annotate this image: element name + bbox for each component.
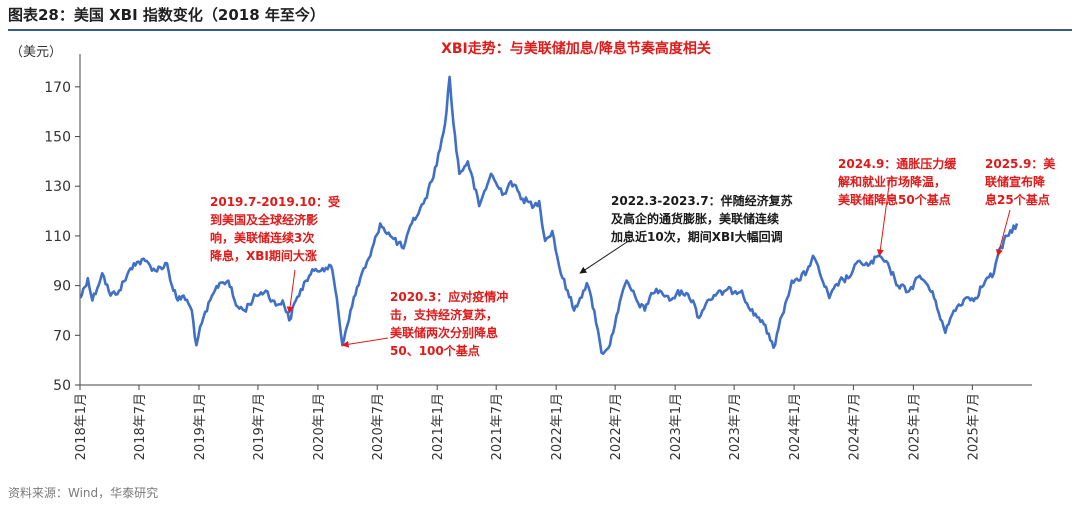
x-tick-label: 2020年7月 — [371, 393, 386, 460]
x-tick-label: 2025年1月 — [907, 393, 922, 460]
annotation-line: 加息近10次，期间XBI大幅回调 — [611, 230, 783, 244]
annotation-line: 联储宣布降 — [985, 175, 1046, 189]
y-axis-label: （美元） — [10, 45, 62, 60]
x-tick-label: 2018年7月 — [133, 393, 148, 460]
annotation-2025-rate-cut: 2025.9：美 联储宣布降息25个基点 — [985, 155, 1055, 209]
annotation-line: 到美国及全球经济影 — [210, 213, 319, 227]
annotation-line: 50、100个基点 — [390, 344, 480, 358]
x-tick-label: 2025年7月 — [966, 393, 981, 460]
annotation-arrow — [286, 269, 296, 314]
annotation-line: 2024.9：通胀压力缓 — [838, 157, 957, 171]
source-note: 资料来源：Wind，华泰研究 — [8, 486, 159, 500]
y-tick-label: 130 — [44, 179, 71, 195]
annotation-line: 降息，XBI期间大涨 — [210, 249, 317, 263]
y-tick-label: 110 — [44, 229, 71, 245]
x-tick-label: 2024年7月 — [847, 393, 862, 460]
annotation-2020-covid-cuts: 2020.3：应对疫情冲 击，支持经济复苏， 美联储两次分别降息 50、100个基点 — [390, 288, 508, 360]
annotation-arrow — [341, 337, 389, 348]
annotation-arrow — [579, 239, 631, 274]
annotation-2019-rate-cuts: 2019.7-2019.10：受 到美国及全球经济影 响，美联储连续3次 降息，XBI… — [210, 193, 340, 265]
x-tick-label: 2021年7月 — [490, 393, 505, 460]
y-tick-label: 70 — [53, 328, 71, 344]
annotation-line: 响，美联储连续3次 — [210, 231, 315, 245]
annotation-line: 2025.9：美 — [985, 157, 1056, 171]
xbi-line-chart: XBI走势：与美联储加息/降息节奏高度相关 （美元） 50 70 90 110 130 1… — [10, 40, 1032, 460]
x-tick-label: 2021年1月 — [431, 393, 446, 460]
x-tick-label: 2022年1月 — [550, 393, 565, 460]
annotation-arrows — [286, 177, 1011, 348]
annotation-line: 美联储降息50个基点 — [838, 193, 951, 207]
y-tick-label: 50 — [53, 378, 71, 394]
y-axis: 50 70 90 110 130 150 170 — [44, 54, 81, 394]
x-tick-label: 2024年1月 — [788, 393, 803, 460]
annotation-arrow — [996, 209, 1011, 257]
annotation-arrow — [876, 177, 891, 257]
x-tick-label: 2018年1月 — [74, 393, 89, 460]
xbi-series-line — [79, 75, 1019, 355]
figure-title: 图表28：美国 XBI 指数变化（2018 年至今） — [8, 6, 325, 24]
annotation-2022-rate-hikes: 2022.3-2023.7：伴随经济复苏 及高企的通货膨胀，美联储连续 加息近10次… — [611, 192, 793, 246]
annotation-2024-rate-cut: 2024.9：通胀压力缓 解和就业市场降温， 美联储降息50个基点 — [838, 155, 956, 209]
annotation-line: 美联储两次分别降息 — [390, 326, 499, 340]
annotation-line: 2019.7-2019.10：受 — [210, 195, 340, 209]
annotation-line: 2020.3：应对疫情冲 — [390, 290, 509, 304]
y-tick-label: 170 — [44, 80, 71, 96]
annotation-line: 击，支持经济复苏， — [390, 308, 499, 322]
x-tick-label: 2023年7月 — [728, 393, 743, 460]
y-tick-label: 90 — [53, 279, 71, 295]
x-axis: 2018年1月 2018年7月 2019年1月 2019年7月 2020年1月 2020年… — [74, 384, 1032, 460]
x-tick-label: 2020年1月 — [312, 393, 327, 460]
x-tick-label: 2023年1月 — [669, 393, 684, 460]
x-tick-label: 2019年1月 — [193, 393, 208, 460]
x-tick-label: 2019年7月 — [252, 393, 267, 460]
y-tick-label: 150 — [44, 130, 71, 146]
annotation-line: 及高企的通货膨胀，美联储连续 — [611, 212, 780, 226]
annotation-line: 解和就业市场降温， — [838, 175, 947, 189]
x-tick-label: 2022年7月 — [609, 393, 624, 460]
chart-title: XBI走势：与美联储加息/降息节奏高度相关 — [441, 40, 711, 57]
annotation-line: 2022.3-2023.7：伴随经济复苏 — [611, 194, 793, 208]
annotation-line: 息25个基点 — [985, 193, 1050, 207]
title-rule — [8, 29, 1072, 31]
